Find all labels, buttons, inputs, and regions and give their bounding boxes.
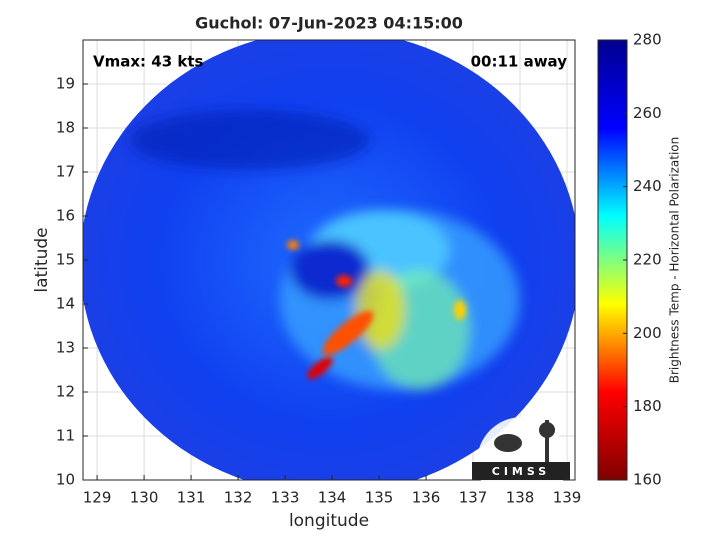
x-tick-label: 129 <box>83 489 112 507</box>
y-axis-label: latitude <box>32 227 52 292</box>
colorbar <box>597 39 628 481</box>
colorbar-tick-label: 220 <box>633 251 662 269</box>
y-tick-label: 17 <box>56 163 75 181</box>
y-tick-label: 18 <box>56 119 75 137</box>
y-tick-label: 11 <box>56 427 75 445</box>
y-tick-label: 10 <box>56 471 75 489</box>
cimss-logo: CIMSS <box>472 417 570 507</box>
x-tick-label: 130 <box>130 489 159 507</box>
x-tick-label: 136 <box>412 489 441 507</box>
y-tick-label: 15 <box>56 251 75 269</box>
colorbar-tick-label: 260 <box>633 104 662 122</box>
x-tick-label: 134 <box>318 489 347 507</box>
annotation: Vmax: 43 kts <box>93 53 203 71</box>
satellite-image <box>83 40 575 480</box>
x-tick-label: 135 <box>365 489 394 507</box>
x-tick-label: 137 <box>459 489 488 507</box>
colorbar-tick-label: 280 <box>633 31 662 49</box>
y-tick-label: 12 <box>56 383 75 401</box>
logo-text: CIMSS <box>492 465 550 478</box>
colorbar-tick-label: 200 <box>633 324 662 342</box>
annotation: 00:11 away <box>471 53 568 71</box>
y-tick-label: 14 <box>56 295 75 313</box>
colorbar-label: Brightness Temp - Horizontal Polarizatio… <box>668 137 682 384</box>
colorbar-tick-label: 240 <box>633 177 662 195</box>
x-tick-label: 131 <box>177 489 206 507</box>
y-tick-label: 16 <box>56 207 75 225</box>
y-tick-label: 13 <box>56 339 75 357</box>
x-tick-label: 138 <box>506 489 535 507</box>
x-tick-label: 133 <box>271 489 300 507</box>
chart-title: Guchol: 07-Jun-2023 04:15:00 <box>195 14 463 33</box>
x-tick-label: 139 <box>553 489 582 507</box>
colorbar-tick-label: 180 <box>633 397 662 415</box>
colorbar-tick-label: 160 <box>633 471 662 489</box>
x-axis-label: longitude <box>289 511 369 531</box>
x-tick-label: 132 <box>224 489 253 507</box>
y-tick-label: 19 <box>56 75 75 93</box>
